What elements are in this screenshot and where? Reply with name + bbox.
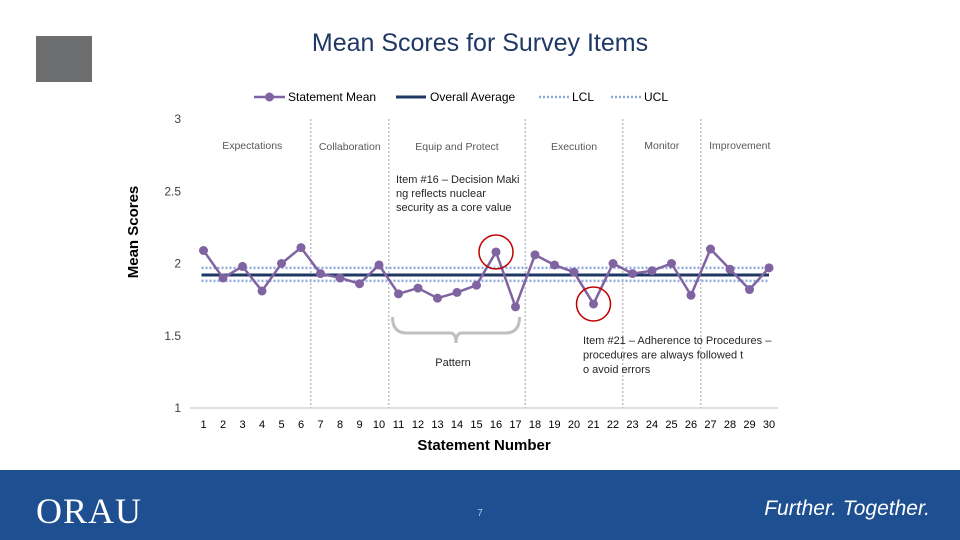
x-tick-label: 20 xyxy=(568,419,580,431)
highlight-circle xyxy=(478,234,514,270)
x-tick-label: 6 xyxy=(298,419,304,431)
x-tick-label: 3 xyxy=(239,419,245,431)
page-number: 7 xyxy=(477,508,483,519)
y-tick-label: 1.5 xyxy=(164,329,181,343)
x-tick-label: 14 xyxy=(451,419,463,431)
control-chart: 11.522.531 2 3 4 5 6 7 8 9 10 11 12 13 14 15 16 17 18 19 20… xyxy=(125,90,778,454)
x-tick-label: 25 xyxy=(665,419,677,431)
x-tick-label: 15 xyxy=(470,419,482,431)
x-tick-label: 19 xyxy=(548,419,560,431)
data-point xyxy=(511,302,520,312)
legend-statement-mean-marker xyxy=(265,92,274,102)
data-point xyxy=(238,261,247,271)
orau-logo: ORAU xyxy=(36,491,143,531)
x-tick-label: 9 xyxy=(356,419,362,431)
data-point xyxy=(706,244,715,254)
x-tick-label: 24 xyxy=(646,419,658,431)
data-point xyxy=(296,243,306,253)
legend-lcl-label: LCL xyxy=(572,90,594,104)
x-tick-label: 27 xyxy=(704,419,716,431)
annotation-item21: Item #21 – Adherence to Procedures – proc… xyxy=(583,335,772,376)
legend-statement-mean-label: Statement Mean xyxy=(288,90,376,104)
x-tick-label: 13 xyxy=(431,419,443,431)
section-label: Equip and Protect xyxy=(415,141,499,153)
data-point xyxy=(550,260,559,270)
data-point xyxy=(335,273,345,283)
y-axis-title: Mean Scores xyxy=(125,186,142,279)
data-point xyxy=(589,299,598,309)
data-point xyxy=(764,263,774,273)
section-label: Improvement xyxy=(709,140,770,152)
x-tick-label: 4 xyxy=(259,419,265,431)
footer-bar: ORAU 7 Further. Together. xyxy=(0,470,960,540)
x-tick-label: 22 xyxy=(607,419,619,431)
legend-overall-average-label: Overall Average xyxy=(430,90,515,104)
data-point xyxy=(374,260,384,270)
data-point xyxy=(452,287,462,297)
section-label: Monitor xyxy=(644,140,680,152)
data-point xyxy=(199,245,208,255)
data-point xyxy=(394,289,403,299)
x-axis-title: Statement Number xyxy=(417,437,551,454)
statement-mean-line xyxy=(202,245,770,311)
x-tick-label: 2 xyxy=(220,419,226,431)
data-point xyxy=(530,250,540,260)
x-tick-label: 29 xyxy=(743,419,755,431)
data-point xyxy=(433,293,442,303)
x-tick-label: 17 xyxy=(509,419,521,431)
legend-ucl-label: UCL xyxy=(644,90,668,104)
annotation-item16: Item #16 – Decision Maki ng reflects nucl… xyxy=(396,174,520,214)
section-label: Expectations xyxy=(222,140,282,152)
y-tick-label: 2 xyxy=(174,257,181,271)
highlight-circle xyxy=(575,286,612,322)
data-point xyxy=(472,280,481,290)
y-tick-label: 2.5 xyxy=(164,184,181,198)
data-point xyxy=(667,259,676,268)
data-point xyxy=(569,267,579,277)
data-point xyxy=(413,283,423,293)
x-tick-label: 5 xyxy=(278,419,284,431)
data-point xyxy=(218,273,228,283)
data-point xyxy=(257,286,267,296)
decorative-square xyxy=(36,36,92,82)
page-title: Mean Scores for Survey Items xyxy=(311,29,649,57)
x-tick-label: 16 xyxy=(490,419,502,431)
x-tick-label: 1 xyxy=(200,419,206,431)
data-point xyxy=(277,259,286,268)
x-tick-label: 7 xyxy=(317,419,323,431)
data-point xyxy=(608,259,618,268)
data-point xyxy=(491,247,501,257)
pattern-bracket xyxy=(391,316,521,344)
data-point xyxy=(316,269,325,279)
x-tick-label: 30 xyxy=(763,419,775,431)
pattern-label: Pattern xyxy=(435,357,470,369)
x-tick-label: 10 xyxy=(373,419,385,431)
section-label: Execution xyxy=(551,141,597,153)
data-point xyxy=(647,266,657,276)
data-point xyxy=(686,290,696,300)
x-tick-label: 23 xyxy=(626,419,638,431)
data-point xyxy=(355,279,364,289)
x-tick-label: 28 xyxy=(724,419,736,431)
y-tick-label: 1 xyxy=(174,401,181,415)
data-point xyxy=(745,285,754,295)
tagline: Further. Together. xyxy=(764,497,930,520)
y-tick-label: 3 xyxy=(174,112,181,126)
x-tick-label: 8 xyxy=(337,419,343,431)
section-label: Collaboration xyxy=(319,141,381,153)
x-tick-label: 11 xyxy=(393,419,404,431)
x-tick-label: 21 xyxy=(587,419,599,431)
data-point xyxy=(725,264,735,274)
x-tick-label: 26 xyxy=(685,419,697,431)
data-point xyxy=(628,269,637,279)
x-tick-label: 18 xyxy=(529,419,541,431)
x-tick-label: 12 xyxy=(412,419,424,431)
